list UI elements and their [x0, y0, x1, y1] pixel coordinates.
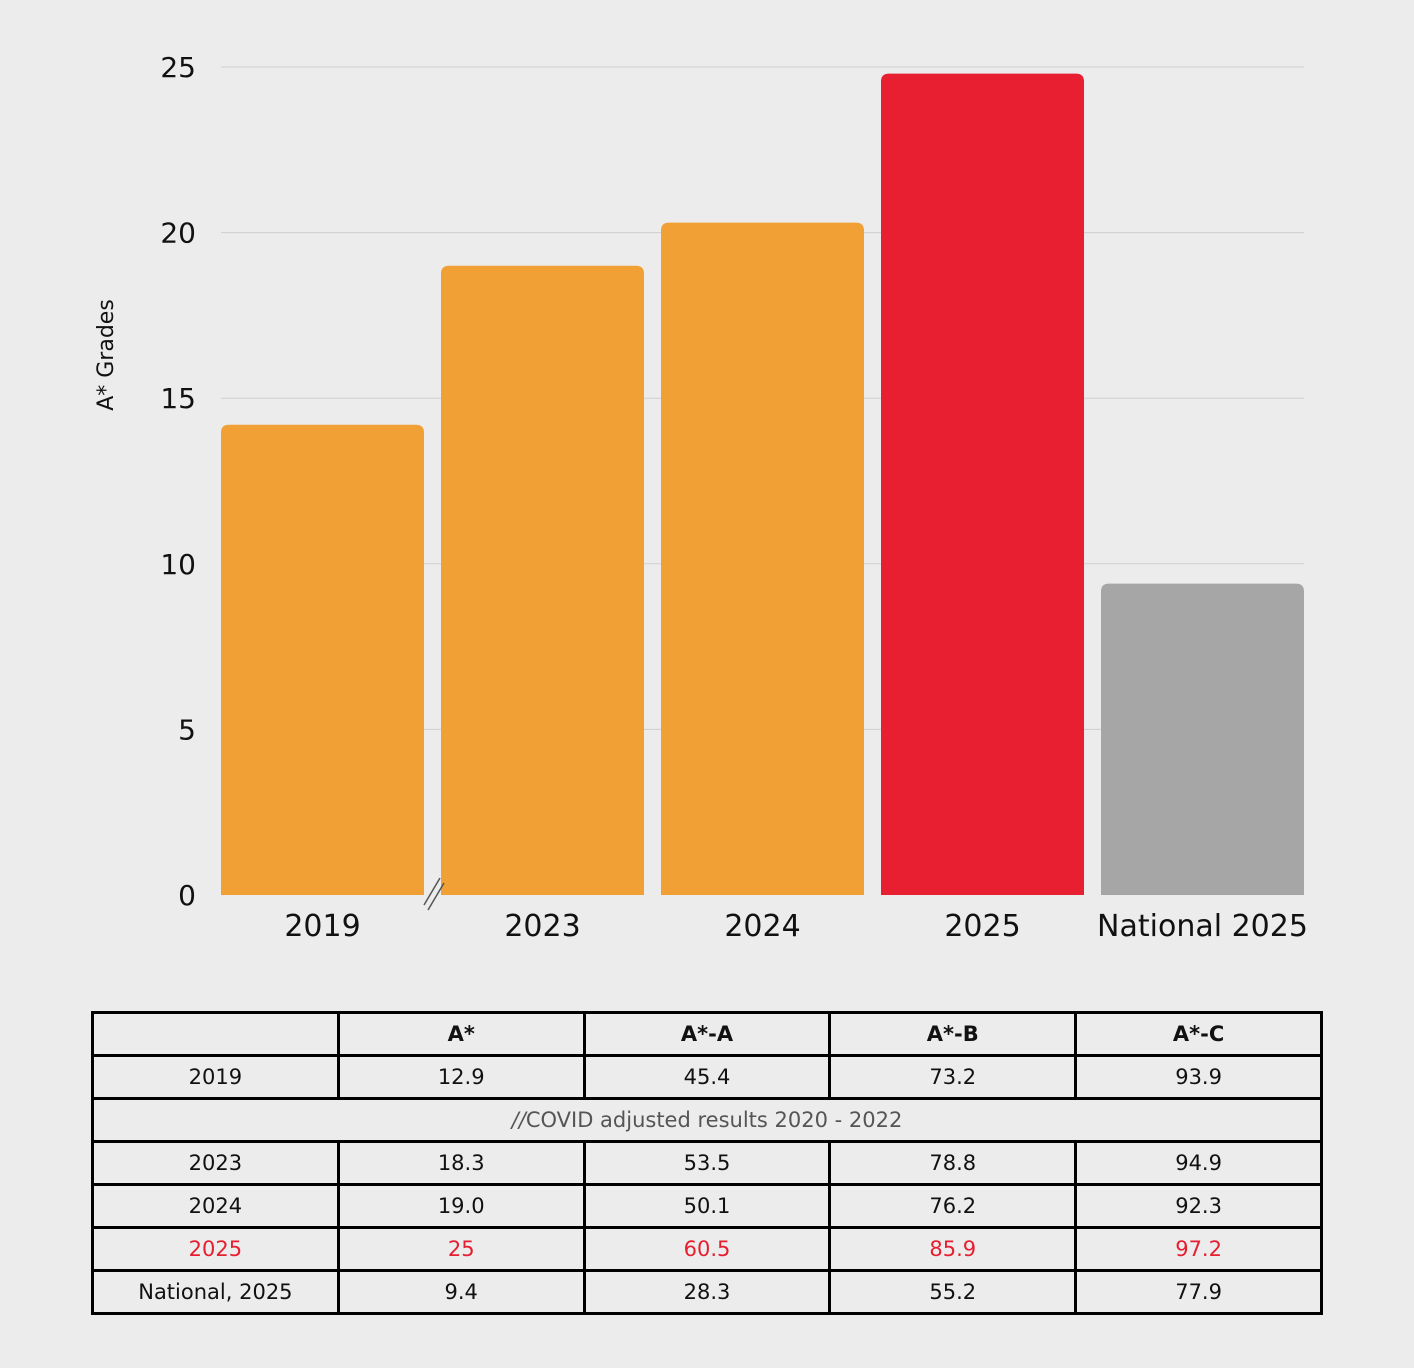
table-cell: 85.9: [828, 1226, 1078, 1272]
column-header: A*-B: [828, 1011, 1078, 1057]
table-cell: 97.2: [1074, 1226, 1323, 1272]
table-cell: 92.3: [1074, 1183, 1323, 1229]
table-cell: 55.2: [828, 1269, 1078, 1315]
table-cell: 28.3: [582, 1269, 832, 1315]
bar-2019: [221, 424, 424, 895]
table-cell: 19.0: [336, 1183, 586, 1229]
table-cell: 94.9: [1074, 1140, 1323, 1186]
column-header: [91, 1011, 340, 1057]
table-cell: 60.5: [582, 1226, 832, 1272]
table-row: National, 2025 9.4 28.3 55.2 77.9: [91, 1269, 1323, 1315]
table-cell: 45.4: [582, 1054, 832, 1100]
y-axis-label: A* Grades: [94, 299, 119, 411]
table-cell: 73.2: [828, 1054, 1078, 1100]
x-tick-label: 2025: [944, 909, 1020, 944]
table-cell: 77.9: [1074, 1269, 1323, 1315]
table-cell: 2023: [91, 1140, 340, 1186]
covid-note-row: //COVID adjusted results 2020 - 2022: [91, 1097, 1323, 1143]
table-row: 2025 25 60.5 85.9 97.2: [91, 1226, 1323, 1272]
table-row: 2023 18.3 53.5 78.8 94.9: [91, 1140, 1323, 1186]
table-cell: 18.3: [336, 1140, 586, 1186]
column-header: A*: [336, 1011, 586, 1057]
table-row: 2024 19.0 50.1 76.2 92.3: [91, 1183, 1323, 1229]
covid-note: //COVID adjusted results 2020 - 2022: [91, 1097, 1323, 1143]
bar-2023: [441, 265, 644, 896]
covid-note-text: COVID adjusted results 2020 - 2022: [525, 1108, 903, 1132]
bar-2025: [881, 73, 1084, 895]
x-tick-label: 2023: [504, 909, 580, 944]
table-cell: 2025: [91, 1226, 340, 1272]
results-table: A* A*-A A*-B A*-C 2019 12.9 45.4 73.2 93.9//COV…: [91, 1011, 1323, 1315]
table-row: 2019 12.9 45.4 73.2 93.9: [91, 1054, 1323, 1100]
table-cell: 53.5: [582, 1140, 832, 1186]
table-cell: 78.8: [828, 1140, 1078, 1186]
bar-national-2025: [1101, 583, 1304, 895]
column-header: A*-C: [1074, 1011, 1323, 1057]
column-header: A*-A: [582, 1011, 832, 1057]
table-cell: National, 2025: [91, 1269, 340, 1315]
table-cell: 9.4: [336, 1269, 586, 1315]
y-tick-label: 20: [160, 217, 196, 250]
axis-break-icon: [423, 877, 445, 911]
table-cell: 12.9: [336, 1054, 586, 1100]
x-tick-label: National 2025: [1097, 909, 1308, 944]
y-tick-label: 5: [178, 713, 196, 746]
y-tick-label: 0: [178, 879, 196, 912]
y-tick-label: 25: [160, 51, 196, 84]
table-cell: 50.1: [582, 1183, 832, 1229]
axis-break-icon: //: [511, 1108, 526, 1132]
table-cell: 2024: [91, 1183, 340, 1229]
table-cell: 25: [336, 1226, 586, 1272]
table-cell: 76.2: [828, 1183, 1078, 1229]
x-tick-label: 2024: [724, 909, 800, 944]
table-cell: 93.9: [1074, 1054, 1323, 1100]
y-tick-label: 10: [160, 548, 196, 581]
table-cell: 2019: [91, 1054, 340, 1100]
y-tick-label: 15: [160, 382, 196, 415]
x-tick-label: 2019: [284, 909, 360, 944]
bar-2024: [661, 222, 864, 895]
